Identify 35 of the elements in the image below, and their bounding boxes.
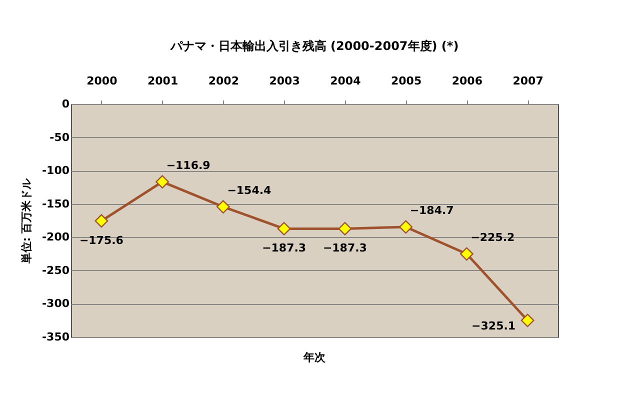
data-label: −184.7 <box>410 204 454 217</box>
y-tick-label: -100 <box>42 164 70 178</box>
data-label: −187.3 <box>322 242 367 255</box>
data-label: −154.4 <box>227 184 272 197</box>
data-label: −187.3 <box>262 242 306 255</box>
y-tick-label: -350 <box>42 330 70 344</box>
x-tick-label: 2000 <box>86 74 118 88</box>
y-tick-label: -50 <box>50 130 70 144</box>
x-tick-label: 2003 <box>269 74 300 88</box>
point <box>216 200 230 214</box>
point <box>338 222 352 236</box>
data-label: −325.1 <box>472 319 516 332</box>
data-label: −116.9 <box>166 158 210 172</box>
x-tick-label: 2001 <box>148 74 178 88</box>
chart-title: パナマ・日本輸出入引き残高 (2000-2007年度) (*) <box>169 39 459 53</box>
x-tick-label: 2002 <box>208 74 239 88</box>
x-axis-title: 年次 <box>302 351 326 364</box>
x-tick-label: 2005 <box>391 74 422 88</box>
y-tick-label: -300 <box>42 297 70 310</box>
point <box>277 222 291 236</box>
x-tick-label: 2006 <box>452 74 483 88</box>
x-tick-label: 2004 <box>330 74 362 88</box>
y-tick-label: -250 <box>42 264 70 277</box>
point <box>399 220 413 234</box>
point <box>460 247 474 261</box>
y-tick-label: -200 <box>42 230 70 244</box>
data-label: −225.2 <box>470 230 515 244</box>
point <box>156 175 170 189</box>
point <box>94 214 108 228</box>
y-tick-label: -150 <box>42 197 70 210</box>
x-tick-label: 2007 <box>512 74 544 88</box>
data-label: −175.6 <box>79 234 124 247</box>
point <box>520 314 534 328</box>
y-tick-label: 0 <box>62 98 70 110</box>
y-axis-title: 単位: 百万米ドル <box>20 177 33 265</box>
